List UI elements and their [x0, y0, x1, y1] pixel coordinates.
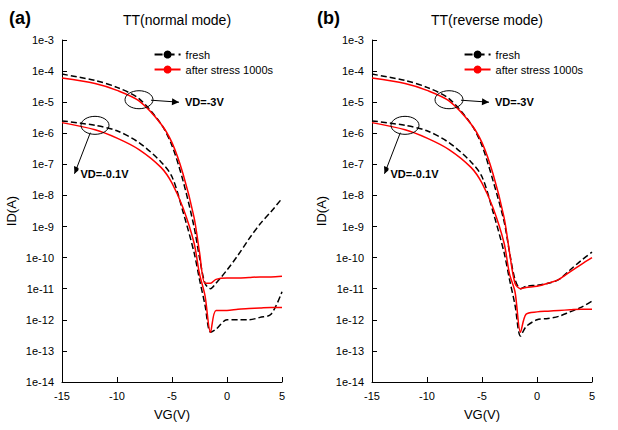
svg-text:(a): (a) [9, 8, 31, 28]
svg-text:1e-8: 1e-8 [342, 189, 364, 201]
svg-text:TT(reverse mode): TT(reverse mode) [431, 12, 543, 28]
svg-text:1e-11: 1e-11 [27, 283, 54, 295]
svg-text:5: 5 [589, 390, 595, 402]
svg-text:-10: -10 [109, 390, 125, 402]
svg-text:1e-4: 1e-4 [32, 65, 54, 77]
svg-text:ID(A): ID(A) [314, 196, 329, 226]
svg-text:VD=-0.1V: VD=-0.1V [81, 168, 130, 180]
svg-text:1e-13: 1e-13 [336, 345, 364, 357]
svg-text:VD=-3V: VD=-3V [495, 96, 534, 108]
svg-text:-5: -5 [167, 390, 177, 402]
svg-text:VG(V): VG(V) [464, 407, 500, 422]
svg-text:VD=-0.1V: VD=-0.1V [391, 168, 440, 180]
svg-text:1e-6: 1e-6 [32, 127, 54, 139]
svg-text:1e-14: 1e-14 [336, 376, 364, 388]
svg-text:VD=-3V: VD=-3V [185, 96, 224, 108]
svg-text:-5: -5 [477, 390, 487, 402]
svg-text:1e-8: 1e-8 [32, 189, 54, 201]
svg-text:after stress 1000s: after stress 1000s [186, 64, 274, 76]
svg-text:-15: -15 [54, 390, 70, 402]
svg-text:fresh: fresh [496, 49, 520, 61]
svg-text:1e-9: 1e-9 [342, 221, 364, 233]
svg-text:1e-6: 1e-6 [342, 127, 364, 139]
svg-text:fresh: fresh [186, 49, 210, 61]
svg-text:1e-7: 1e-7 [342, 158, 364, 170]
svg-text:1e-11: 1e-11 [337, 283, 364, 295]
svg-text:ID(A): ID(A) [4, 196, 19, 226]
svg-text:VG(V): VG(V) [154, 407, 190, 422]
svg-text:1e-4: 1e-4 [342, 65, 364, 77]
svg-text:0: 0 [534, 390, 540, 402]
svg-text:1e-7: 1e-7 [32, 158, 54, 170]
svg-text:1e-5: 1e-5 [32, 96, 54, 108]
svg-text:1e-10: 1e-10 [26, 252, 54, 264]
svg-text:1e-12: 1e-12 [26, 314, 54, 326]
svg-text:after stress 1000s: after stress 1000s [496, 64, 584, 76]
svg-text:1e-12: 1e-12 [336, 314, 364, 326]
svg-text:-15: -15 [364, 390, 380, 402]
svg-text:1e-10: 1e-10 [336, 252, 364, 264]
svg-text:TT(normal mode): TT(normal mode) [123, 12, 231, 28]
svg-text:1e-9: 1e-9 [32, 221, 54, 233]
svg-text:1e-3: 1e-3 [32, 34, 54, 46]
svg-text:0: 0 [224, 390, 230, 402]
svg-text:1e-5: 1e-5 [342, 96, 364, 108]
svg-text:1e-14: 1e-14 [26, 376, 54, 388]
svg-text:1e-13: 1e-13 [26, 345, 54, 357]
svg-text:-10: -10 [419, 390, 435, 402]
svg-text:5: 5 [279, 390, 285, 402]
svg-text:(b): (b) [317, 8, 340, 28]
svg-text:1e-3: 1e-3 [342, 34, 364, 46]
